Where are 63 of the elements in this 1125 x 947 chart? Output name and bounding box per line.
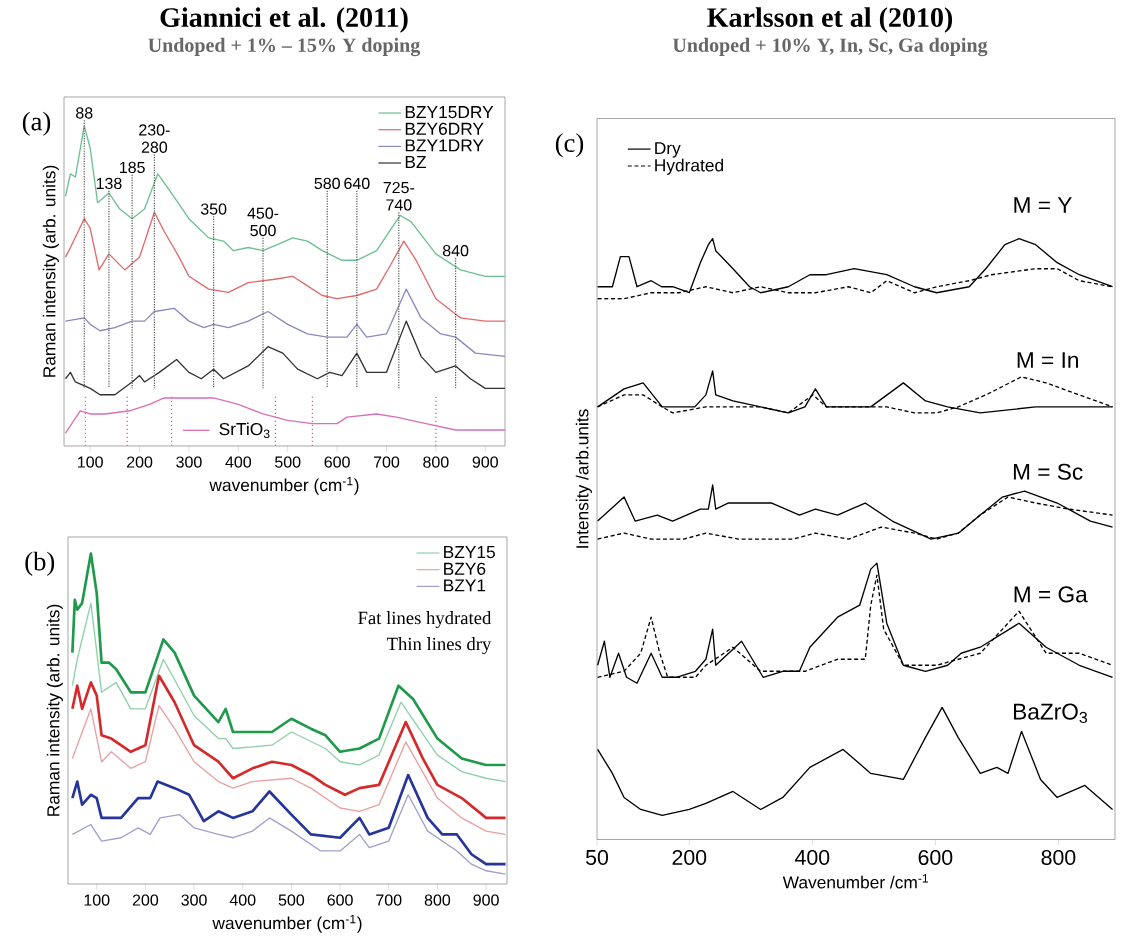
legend-label: BZY15DRY <box>405 106 494 119</box>
x-tick-label: 900 <box>472 456 498 468</box>
ref-line-label: 138 <box>96 177 122 190</box>
annotation: M = Sc <box>1013 463 1083 480</box>
ref-line-label: 350 <box>200 203 227 215</box>
ref-line-label: 725-740 <box>383 181 415 211</box>
legend-label: BZ <box>405 156 426 168</box>
x-tick-label: 400 <box>225 456 252 468</box>
x-tick-label: 400 <box>229 894 256 906</box>
ref-line-label: 580 <box>314 177 340 190</box>
ref-line-label: 88 <box>76 107 93 119</box>
legend-label: Dry <box>655 142 681 158</box>
ref-line-label: 840 <box>442 245 469 257</box>
x-tick-label: 800 <box>1041 849 1076 866</box>
annotation: Thin lines dry <box>386 637 492 655</box>
x-tick-label: 50 <box>586 849 609 866</box>
ref-line-label: 185 <box>120 161 145 174</box>
x-tick-label: 100 <box>84 894 110 906</box>
x-tick-label: 700 <box>376 894 402 906</box>
x-tick-label: 200 <box>127 456 153 468</box>
x-axis-title: wavenumber (cm$^{-1}$) <box>212 914 362 933</box>
chart-subtitle: Undoped + 10% Y, In, Sc, Ga doping <box>672 37 988 57</box>
x-tick-label: 600 <box>327 894 353 906</box>
x-tick-label: 800 <box>423 456 449 468</box>
x-tick-label: 500 <box>275 456 301 468</box>
x-axis-title: Wavenumber /cm$^{-1}$ <box>782 874 929 889</box>
annotation: M = Ga <box>1014 586 1088 603</box>
x-tick-label: 200 <box>672 849 707 866</box>
x-tick-label: 500 <box>278 894 305 906</box>
y-axis-title: Raman intensity (arb. units) <box>42 165 59 377</box>
chart-subtitle: Undoped + 1% – 15% Y doping <box>148 37 421 57</box>
annotation: Fat lines hydrated <box>358 611 492 629</box>
x-tick-label: 200 <box>132 894 159 906</box>
legend-label: BZY6DRY <box>405 122 484 135</box>
x-tick-label: 300 <box>176 456 202 468</box>
text: (b) <box>25 551 55 576</box>
x-axis-title: wavenumber (cm$^{-1}$) <box>209 476 359 495</box>
x-tick-label: 300 <box>181 894 207 906</box>
legend-label: BZY15 <box>444 546 495 559</box>
x-tick-label: 600 <box>918 849 953 866</box>
legend-label: Hydrated <box>655 158 724 175</box>
y-axis-title: Raman intensity (arb. units) <box>46 604 63 816</box>
legend-label: BZY1 <box>444 579 486 592</box>
y-axis-title: Intensity /arb.units <box>575 409 592 548</box>
ref-line-label: 640 <box>344 177 370 190</box>
ref-line-label: 230-280 <box>139 124 170 153</box>
x-tick-label: 900 <box>473 894 499 906</box>
ref-line-label: 450-500 <box>247 207 279 237</box>
x-tick-label: 700 <box>373 456 400 468</box>
chart-title: Karlsson et al (2010) <box>707 7 953 33</box>
text: (c) <box>555 133 584 158</box>
text: (a) <box>22 111 51 136</box>
text: M = Y <box>1014 197 1072 213</box>
legend-label: SrTiO$_{3}$ <box>219 422 270 439</box>
x-tick-label: 600 <box>324 456 350 468</box>
x-tick-label: 100 <box>78 456 103 468</box>
legend-label: BZY6 <box>444 562 486 575</box>
chart-title: Giannici et al. (2011) <box>160 7 408 33</box>
x-tick-label: 400 <box>795 849 830 866</box>
annotation: M = In <box>1017 352 1078 368</box>
annotation: BaZrO$_{3}$ <box>1013 703 1088 724</box>
x-tick-label: 800 <box>424 894 451 906</box>
legend-label: BZY1DRY <box>405 139 484 152</box>
